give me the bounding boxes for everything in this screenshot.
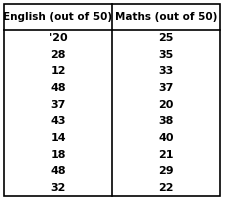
Text: 28: 28 xyxy=(50,50,66,60)
Text: 38: 38 xyxy=(158,116,174,126)
Text: '20: '20 xyxy=(49,33,67,43)
Text: 33: 33 xyxy=(158,66,174,76)
Text: 21: 21 xyxy=(158,150,174,160)
Text: 32: 32 xyxy=(50,183,66,193)
Text: English (out of 50): English (out of 50) xyxy=(3,12,112,22)
Text: 20: 20 xyxy=(158,100,174,110)
Text: 43: 43 xyxy=(50,116,66,126)
Text: 48: 48 xyxy=(50,83,66,93)
Text: 48: 48 xyxy=(50,166,66,176)
Text: 18: 18 xyxy=(50,150,66,160)
Text: 40: 40 xyxy=(158,133,174,143)
Text: 14: 14 xyxy=(50,133,66,143)
Bar xyxy=(4,4,220,196)
Text: 12: 12 xyxy=(50,66,66,76)
Text: 29: 29 xyxy=(158,166,174,176)
Text: 22: 22 xyxy=(158,183,174,193)
Text: Maths (out of 50): Maths (out of 50) xyxy=(115,12,217,22)
Text: 25: 25 xyxy=(158,33,174,43)
Text: 37: 37 xyxy=(158,83,174,93)
Text: 37: 37 xyxy=(50,100,66,110)
Text: 35: 35 xyxy=(158,50,174,60)
